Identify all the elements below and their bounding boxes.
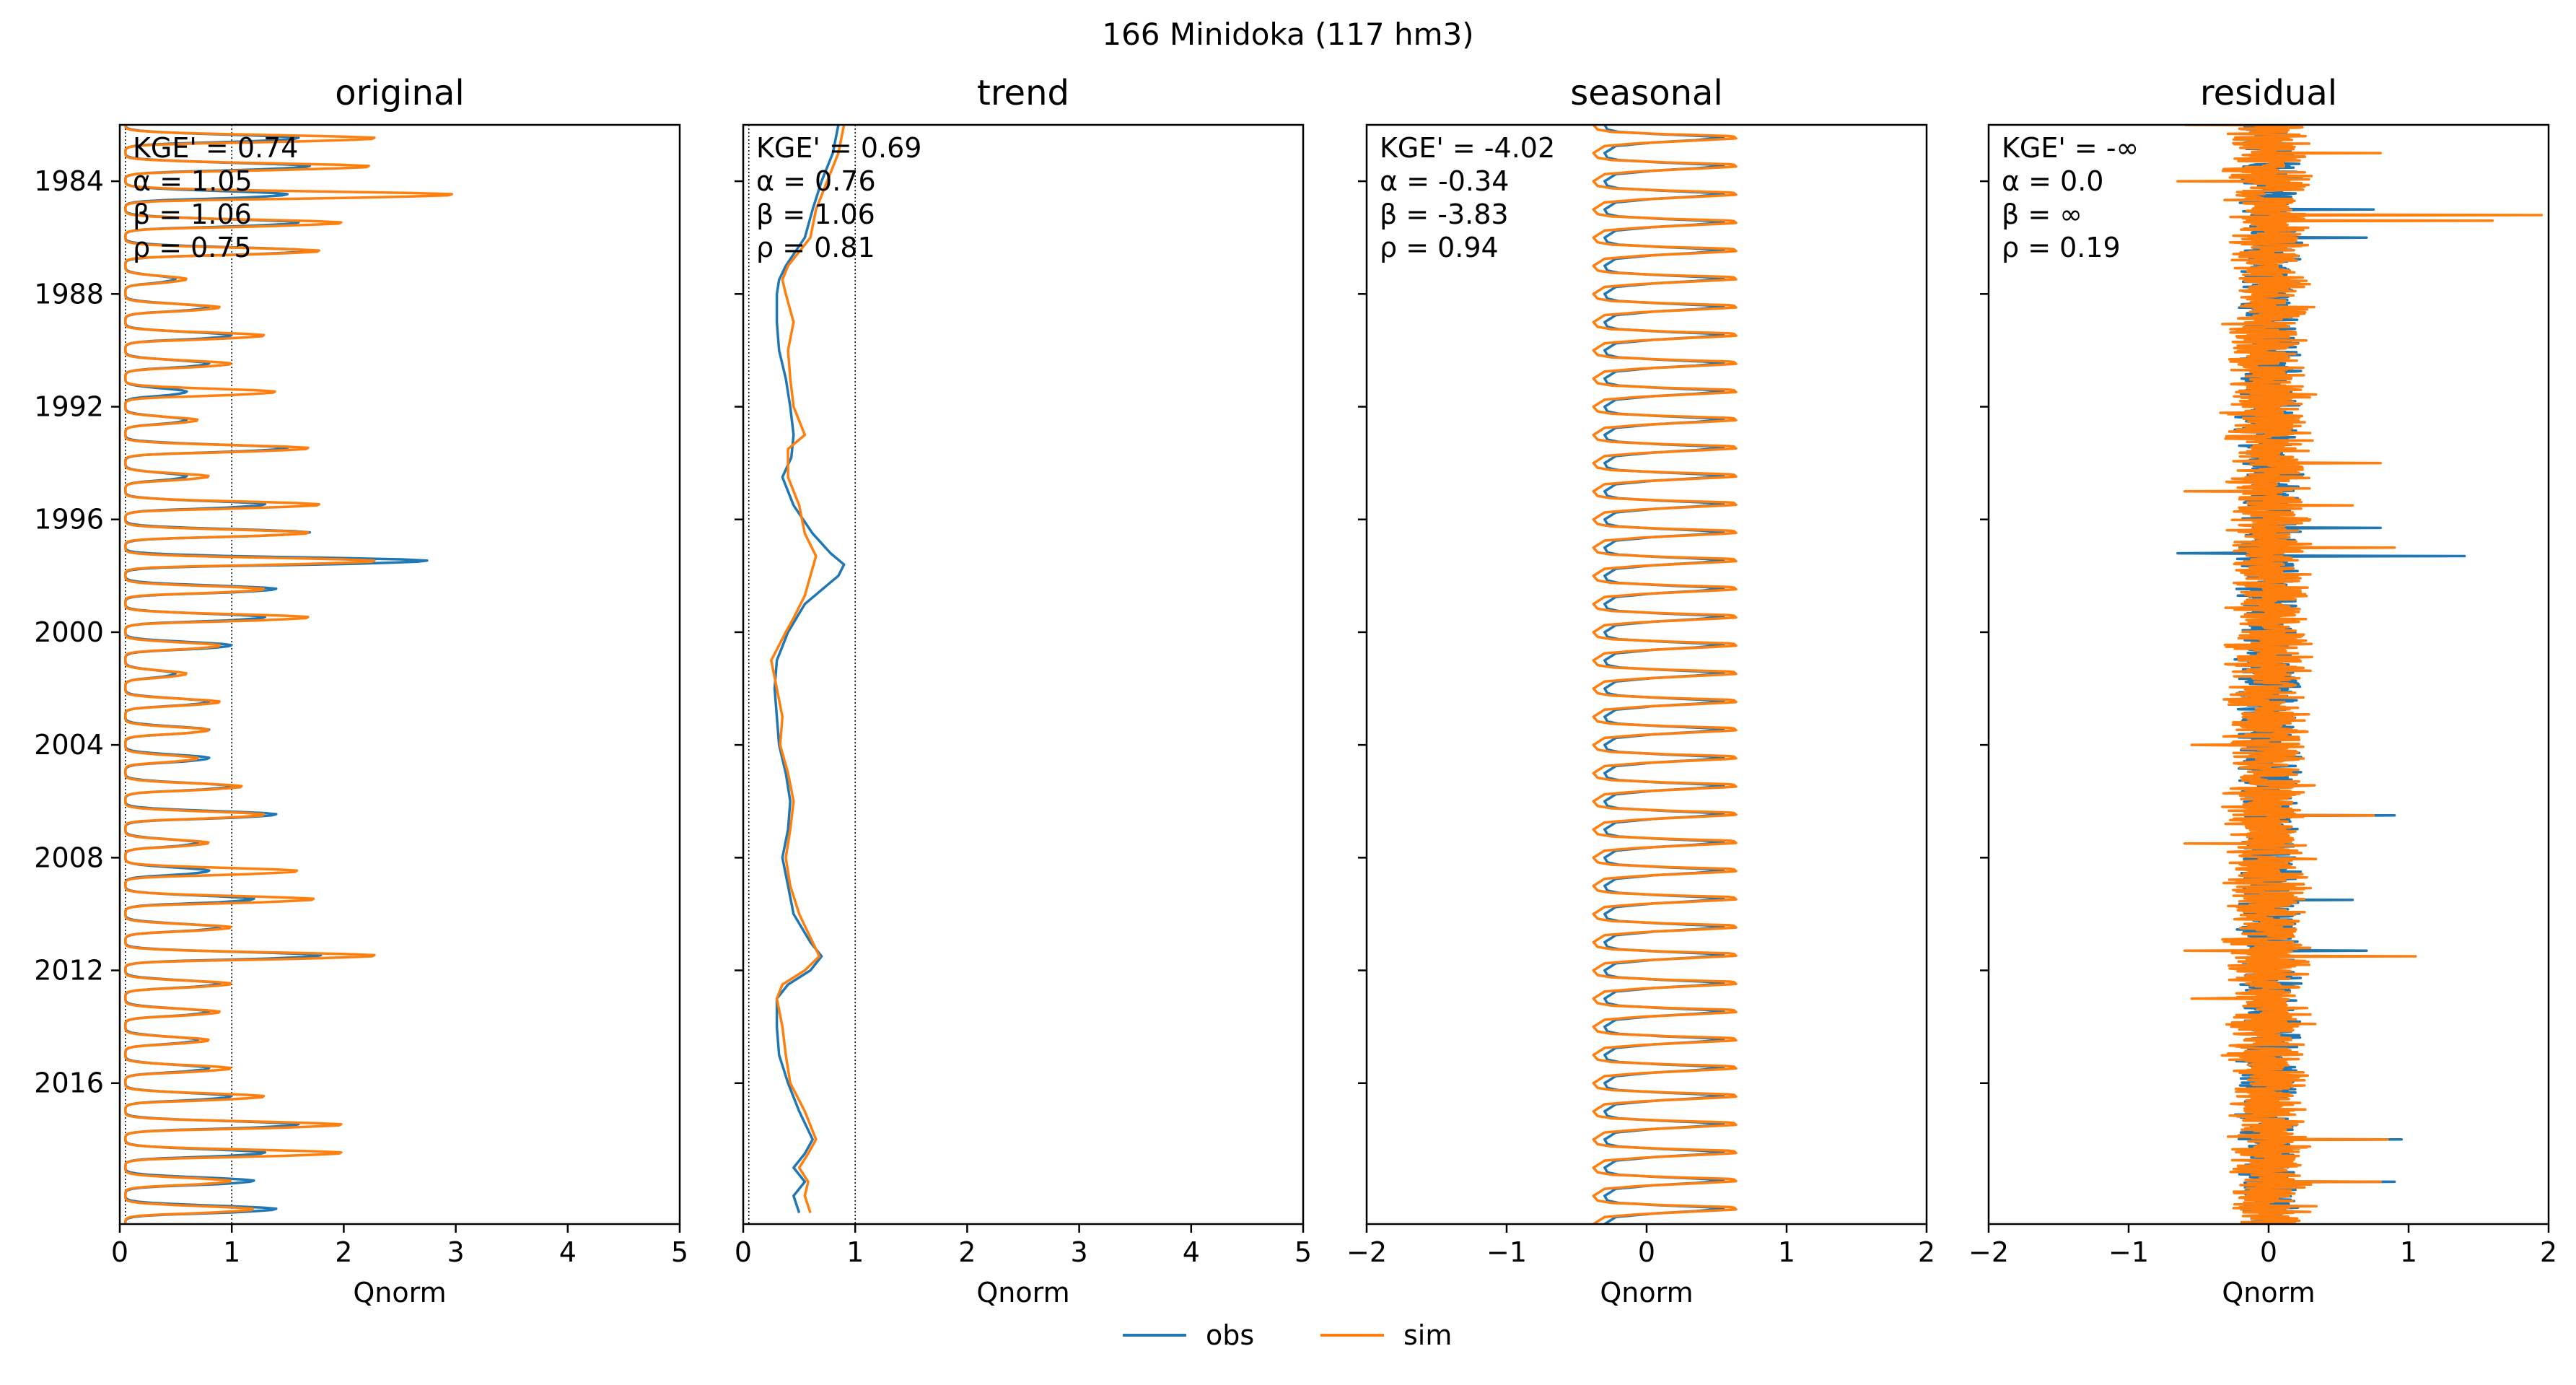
x-tick-label: 1 bbox=[1778, 1236, 1795, 1268]
panel-original: original 0 1 2 3 4 5 Qnorm 1984 1988 1992 1996 2000 2… bbox=[34, 73, 688, 1308]
y-tick-label: 2000 bbox=[34, 616, 104, 648]
stat-annotation: α = 0.0 bbox=[2002, 165, 2103, 197]
series-line-obs bbox=[773, 125, 846, 1213]
x-tick-label: 0 bbox=[2260, 1236, 2277, 1268]
x-axis-label: Qnorm bbox=[353, 1277, 446, 1308]
series-line-sim bbox=[1592, 125, 1738, 1224]
x-tick-label: 0 bbox=[111, 1236, 128, 1268]
x-tick-label: 1 bbox=[2400, 1236, 2417, 1268]
x-tick-label: 0 bbox=[1638, 1236, 1655, 1268]
x-tick-label: 1 bbox=[846, 1236, 864, 1268]
plot-area bbox=[1592, 125, 1738, 1224]
series-line-obs bbox=[2176, 125, 2466, 1224]
panel-title: original bbox=[335, 73, 464, 113]
x-tick-label: 5 bbox=[1294, 1236, 1312, 1268]
x-tick-label: 4 bbox=[1183, 1236, 1200, 1268]
panel-title: seasonal bbox=[1570, 73, 1723, 113]
panel-residual: residual −2 −1 0 1 2 Qnorm KGE' = -∞α = 0.0β = … bbox=[1968, 73, 2557, 1308]
stat-annotation: KGE' = -4.02 bbox=[1380, 132, 1555, 164]
legend-label-sim: sim bbox=[1403, 1319, 1452, 1351]
x-axis-label: Qnorm bbox=[1600, 1277, 1693, 1308]
stat-annotation: KGE' = -∞ bbox=[2002, 132, 2139, 164]
axes-frame bbox=[1365, 123, 1928, 1225]
x-tick-label: 5 bbox=[671, 1236, 688, 1268]
stat-annotation: β = -3.83 bbox=[1380, 198, 1509, 230]
y-tick-label: 1984 bbox=[34, 165, 104, 197]
legend-label-obs: obs bbox=[1206, 1319, 1254, 1351]
plot-area bbox=[2176, 125, 2544, 1224]
stat-annotation: β = 1.06 bbox=[133, 198, 252, 230]
x-tick-label: 3 bbox=[1071, 1236, 1088, 1268]
y-tick-label: 2004 bbox=[34, 729, 104, 761]
y-tick-label: 2012 bbox=[34, 955, 104, 987]
x-tick-label: 2 bbox=[2540, 1236, 2557, 1268]
figure-title: 166 Minidoka (117 hm3) bbox=[1102, 17, 1473, 52]
y-tick-label: 2016 bbox=[34, 1067, 104, 1099]
x-tick-label: 1 bbox=[223, 1236, 240, 1268]
stat-annotation: ρ = 0.19 bbox=[2002, 232, 2121, 263]
series-line-sim bbox=[2176, 125, 2544, 1224]
x-tick-label: 3 bbox=[447, 1236, 465, 1268]
stat-annotation: ρ = 0.81 bbox=[756, 232, 875, 263]
panel-trend: trend 0 1 2 3 4 5 Qnorm KGE' = 0.69α = 0.76β = 1… bbox=[735, 73, 1312, 1308]
series-line-sim bbox=[770, 125, 846, 1213]
x-tick-label: −1 bbox=[2108, 1236, 2149, 1268]
y-tick-label: 1988 bbox=[34, 278, 104, 310]
stat-annotation: ρ = 0.94 bbox=[1380, 232, 1499, 263]
stat-annotation: KGE' = 0.74 bbox=[133, 132, 298, 164]
x-tick-label: 2 bbox=[958, 1236, 976, 1268]
x-tick-label: 4 bbox=[559, 1236, 577, 1268]
series-line-obs bbox=[124, 125, 429, 1224]
y-tick-label: 1992 bbox=[34, 391, 104, 423]
x-axis-label: Qnorm bbox=[2222, 1277, 2315, 1308]
y-tick-label: 1996 bbox=[34, 504, 104, 536]
stat-annotation: α = 1.05 bbox=[133, 165, 253, 197]
x-tick-label: 0 bbox=[735, 1236, 752, 1268]
x-tick-label: −2 bbox=[1968, 1236, 2009, 1268]
x-tick-label: −2 bbox=[1346, 1236, 1387, 1268]
x-tick-label: 2 bbox=[1918, 1236, 1935, 1268]
stat-annotation: α = -0.34 bbox=[1380, 165, 1509, 197]
panel-title: trend bbox=[977, 73, 1069, 113]
x-tick-label: 2 bbox=[335, 1236, 352, 1268]
stat-annotation: β = 1.06 bbox=[756, 198, 875, 230]
axes-frame bbox=[118, 123, 681, 1225]
panel-title: residual bbox=[2200, 73, 2337, 113]
plot-area bbox=[124, 125, 454, 1224]
x-tick-label: −1 bbox=[1486, 1236, 1527, 1268]
panel-seasonal: seasonal −2 −1 0 1 2 Qnorm KGE' = -4.02α = -0.3… bbox=[1346, 73, 1935, 1308]
y-tick-label: 2008 bbox=[34, 842, 104, 873]
series-line-sim bbox=[124, 125, 454, 1224]
legend: obs sim bbox=[1123, 1319, 1452, 1351]
plot-area bbox=[770, 125, 846, 1213]
stat-annotation: KGE' = 0.69 bbox=[756, 132, 921, 164]
x-axis-label: Qnorm bbox=[976, 1277, 1069, 1308]
stat-annotation: ρ = 0.75 bbox=[133, 232, 252, 263]
axes-frame bbox=[742, 123, 1305, 1225]
stat-annotation: α = 0.76 bbox=[756, 165, 876, 197]
stat-annotation: β = ∞ bbox=[2002, 198, 2082, 230]
